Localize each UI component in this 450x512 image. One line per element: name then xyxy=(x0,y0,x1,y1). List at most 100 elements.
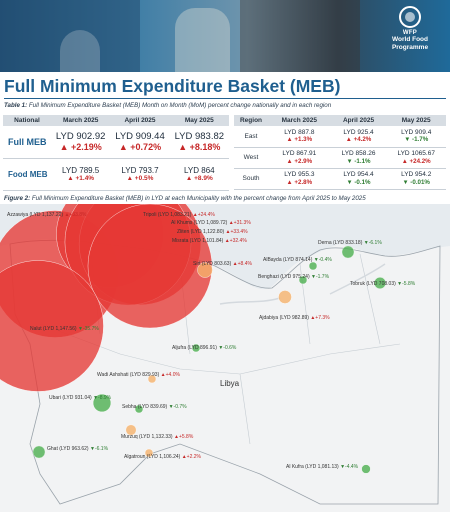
municipality-name: Ghat (LYD 963.62) xyxy=(47,446,90,452)
municipality-name: Al Kufra (LYD 1,081.13) xyxy=(286,464,340,470)
municipality-name: Nalut (LYD 1,147.56) xyxy=(30,326,78,332)
municipality-name: Sirt (LYD 803.63) xyxy=(193,261,233,267)
cell-change: ▲ +2.8% xyxy=(286,178,313,186)
municipality-name: Zliten (LYD 1,122.80) xyxy=(177,229,226,235)
municipality-change: ▼-4.4% xyxy=(340,464,359,470)
municipality-label: Ubari (LYD 931.04) ▼-8.9% xyxy=(49,395,112,401)
cell-value: LYD 954.4 xyxy=(343,171,374,178)
row-label: East xyxy=(234,126,268,148)
label-layer: Azzawiya (LYD 1,137.22) ▲+33.8% Tripoli (… xyxy=(7,212,416,470)
figure2-caption-label: Figure 2: xyxy=(4,195,31,202)
municipality-change: ▼-8.9% xyxy=(93,395,112,401)
municipality-name: Tripoli (LYD 1,083.21) xyxy=(143,212,193,218)
national-meb-table: National March 2025 April 2025 May 2025 … xyxy=(3,115,229,191)
table-cell: LYD 955.3 ▲ +2.8% xyxy=(268,168,331,190)
municipality-change: ▲+32.4% xyxy=(225,238,248,244)
municipality-bubble xyxy=(191,343,201,353)
municipality-label: Al Khums (LYD 1,089.72) ▲+31.3% xyxy=(171,220,251,226)
cell-change: ▲ +4.2% xyxy=(345,136,372,144)
municipality-bubble xyxy=(197,262,213,278)
municipality-bubble xyxy=(341,245,355,259)
cell-change: ▲ +8.18% xyxy=(178,141,221,152)
municipality-name: AlBayda (LYD 874.14) xyxy=(263,257,314,263)
municipality-label: Algatroun (LYD 1,106.24) ▲+2.2% xyxy=(124,454,202,460)
municipality-bubble xyxy=(298,275,308,285)
figure2-caption-text: Full Minimum Expenditure Basket (MEB) in… xyxy=(30,195,366,202)
municipality-bubble xyxy=(278,290,292,304)
municipality-label: Benghazi (LYD 975.24) ▼-1.7% xyxy=(258,274,330,280)
municipality-name: Azzawiya (LYD 1,137.22) xyxy=(7,212,64,218)
municipality-name: Aljufra (LYD 896.91) xyxy=(172,345,218,351)
municipality-bubble xyxy=(87,204,213,329)
cell-change: ▲ +0.5% xyxy=(126,174,154,182)
cell-value: LYD 1065.67 xyxy=(397,150,435,157)
municipality-bubble xyxy=(361,464,371,474)
municipality-label: Wadi Ashshati (LYD 829.93) ▲+4.0% xyxy=(97,372,180,378)
table-cell: LYD 954.2 ▼ -0.01% xyxy=(386,168,446,190)
municipality-name: Algatroun (LYD 1,106.24) xyxy=(124,454,182,460)
table-row: South LYD 955.3 ▲ +2.8% LYD 954.4 ▼ -0.1% … xyxy=(234,168,446,190)
wfp-emblem-icon xyxy=(399,6,421,28)
cell-change: ▲ +24.2% xyxy=(401,157,431,165)
cell-change: ▼ -0.01% xyxy=(402,178,430,186)
municipality-change: ▼-6.1% xyxy=(90,446,109,452)
municipality-change: ▼-1.7% xyxy=(311,274,330,280)
municipality-bubble xyxy=(92,393,112,413)
table1-caption: Table 1: Full Minimum Expenditure Basket… xyxy=(4,102,331,109)
municipality-map: Libya Azzawiya (LYD 1,137.22) ▲+33.8% Tri… xyxy=(0,204,450,512)
table1-caption-label: Table 1: xyxy=(4,102,28,109)
table-header: National xyxy=(3,115,51,126)
municipality-change: ▼-5.8% xyxy=(397,281,416,287)
table-cell: LYD 887.8 ▲ +1.3% xyxy=(268,126,331,148)
table-header: May 2025 xyxy=(169,115,229,126)
municipality-change: ▲+8.4% xyxy=(233,261,253,267)
cell-value: LYD 864 xyxy=(184,165,215,175)
municipality-label: Al Kufra (LYD 1,081.13) ▼-4.4% xyxy=(286,464,359,470)
cell-change: ▲ +2.9% xyxy=(286,157,313,165)
table-header: March 2025 xyxy=(51,115,111,126)
municipality-bubble xyxy=(374,276,387,289)
municipality-change: ▲+33.8% xyxy=(64,212,87,218)
country-label: Libya xyxy=(220,379,240,388)
municipality-name: Wadi Ashshati (LYD 829.93) xyxy=(97,372,161,378)
cell-value: LYD 983.82 xyxy=(174,130,225,142)
municipality-change: ▲+5.8% xyxy=(174,434,194,440)
table-cell: LYD 909.44 ▲ +0.72% xyxy=(110,126,170,159)
cell-change: ▲ +1.3% xyxy=(286,136,313,144)
municipality-change: ▼-6.1% xyxy=(364,240,383,246)
cell-change: ▼ -1.1% xyxy=(346,157,371,165)
cell-value: LYD 954.2 xyxy=(401,171,432,178)
municipality-bubble xyxy=(125,424,137,436)
banner-photo-shade xyxy=(0,0,140,72)
municipality-label: Nalut (LYD 1,147.56) ▼-35.7% xyxy=(30,326,99,332)
table-cell: LYD 954.4 ▼ -0.1% xyxy=(330,168,387,190)
municipality-label: Sebha (LYD 839.69) ▼-0.7% xyxy=(122,404,187,410)
municipality-name: Tobruk (LYD 708.03) xyxy=(350,281,397,287)
municipality-name: Al Khums (LYD 1,089.72) xyxy=(171,220,229,226)
cell-change: ▲ +8.9% xyxy=(185,174,213,182)
municipality-label: Zliten (LYD 1,122.80) ▲+33.4% xyxy=(177,229,248,235)
table-cell: LYD 864 ▲ +8.9% xyxy=(169,158,229,191)
municipality-name: Ajdabiya (LYD 982.89) xyxy=(259,315,310,321)
table-header: April 2025 xyxy=(110,115,170,126)
title-divider xyxy=(4,98,446,99)
cell-change: ▲ +0.72% xyxy=(118,141,162,152)
municipality-change: ▲+24.4% xyxy=(193,212,216,218)
municipality-bubble xyxy=(147,374,157,384)
wfp-abbr: WFP xyxy=(402,30,418,36)
table-row: Full MEB LYD 902.92 ▲ +2.19% LYD 909.44 ▲ … xyxy=(3,126,229,159)
cell-value: LYD 887.8 xyxy=(284,128,315,136)
table-cell: LYD 925.4 ▲ +4.2% xyxy=(330,126,387,148)
municipality-label: Misrata (LYD 1,101.84) ▲+32.4% xyxy=(172,238,247,244)
table-header: April 2025 xyxy=(330,115,387,126)
municipality-name: Sebha (LYD 839.69) xyxy=(122,404,169,410)
municipality-change: ▼-0.6% xyxy=(218,345,237,351)
municipality-label: Aljufra (LYD 896.91) ▼-0.6% xyxy=(172,345,237,351)
municipality-change: ▲+4.0% xyxy=(161,372,181,378)
table-row: Food MEB LYD 789.5 ▲ +1.4% LYD 793.7 ▲ +0.… xyxy=(3,158,229,191)
figure2-caption: Figure 2: Full Minimum Expenditure Baske… xyxy=(4,195,366,202)
municipality-change: ▲+31.3% xyxy=(229,220,252,226)
municipality-label: Ajdabiya (LYD 982.89) ▲+7.3% xyxy=(259,315,330,321)
header-banner: WFP World Food Programme xyxy=(0,0,450,72)
municipality-label: Tobruk (LYD 708.03) ▼-5.8% xyxy=(350,281,416,287)
